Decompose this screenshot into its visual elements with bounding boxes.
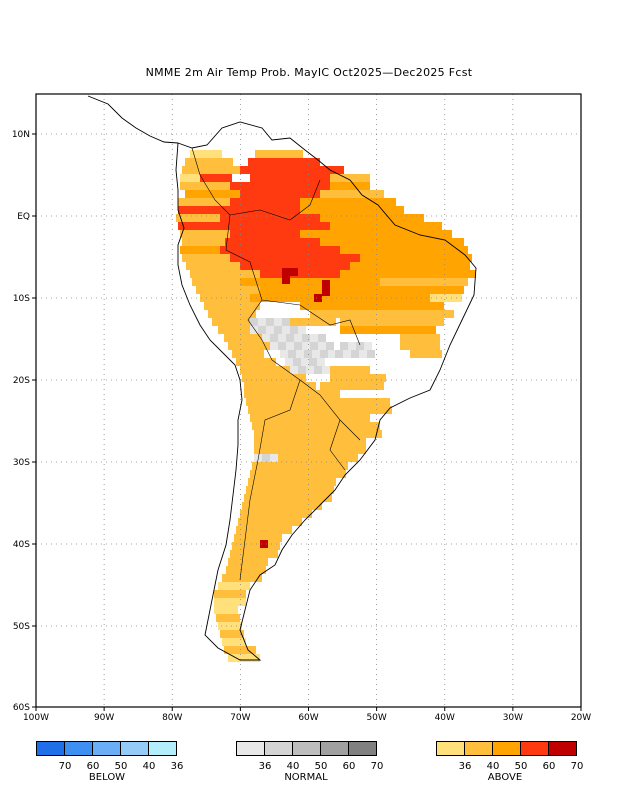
legend-value-below: 50	[114, 761, 128, 772]
legend-below	[36, 741, 177, 756]
lon-label: 60W	[298, 713, 318, 723]
legend-value-above: 70	[570, 761, 584, 772]
lon-label: 20W	[571, 713, 591, 723]
lat-label: 20S	[13, 376, 30, 386]
legend-value-below: 40	[142, 761, 156, 772]
lat-label: EQ	[17, 212, 30, 222]
map-title: NMME 2m Air Temp Prob. MayIC Oct2025—Dec…	[145, 66, 473, 79]
lat-label: 10N	[12, 130, 30, 140]
lat-label: 60S	[13, 703, 30, 713]
legend-below-label: BELOW	[88, 772, 126, 783]
legend-value-above: 60	[542, 761, 556, 772]
legend-value-above: 50	[514, 761, 528, 772]
south-america-outline	[175, 121, 477, 661]
lat-label: 40S	[13, 540, 30, 550]
lat-label: 10S	[13, 294, 30, 304]
lat-label: 30S	[13, 458, 30, 468]
lon-label: 30W	[503, 713, 523, 723]
legend-swatch-above	[492, 741, 521, 756]
legend-swatch-below	[120, 741, 149, 756]
legend-swatch-above	[464, 741, 493, 756]
legend-swatch-below	[148, 741, 177, 756]
legend-swatch-normal	[292, 741, 321, 756]
legend-value-below: 60	[86, 761, 100, 772]
legend-swatch-normal	[348, 741, 377, 756]
legend-swatch-below	[36, 741, 65, 756]
axis-labels: 100W 90W 80W 70W 60W 50W 40W 30W 20W 10N EQ 10S 20S 3…	[12, 130, 591, 723]
legend-value-normal: 36	[258, 761, 272, 772]
legend-value-normal: 60	[342, 761, 356, 772]
legend-value-below: 36	[170, 761, 184, 772]
legend-value-normal: 50	[314, 761, 328, 772]
coastlines	[87, 95, 477, 661]
graticule	[36, 94, 581, 707]
central-america-outline	[87, 95, 179, 144]
lat-label: 50S	[13, 622, 30, 632]
legend-swatch-above	[548, 741, 577, 756]
legend-value-below: 70	[58, 761, 72, 772]
legend-swatch-below	[64, 741, 93, 756]
lon-label: 100W	[23, 713, 49, 723]
legend-value-above: 40	[486, 761, 500, 772]
lon-label: 50W	[366, 713, 386, 723]
legend-swatch-normal	[236, 741, 265, 756]
legend-swatch-normal	[320, 741, 349, 756]
legend-value-normal: 40	[286, 761, 300, 772]
lon-label: 40W	[435, 713, 455, 723]
probability-cells	[176, 150, 476, 662]
legend-above	[436, 741, 577, 756]
legend-swatch-above	[520, 741, 549, 756]
lon-label: 70W	[230, 713, 250, 723]
legend-swatch-normal	[264, 741, 293, 756]
legend-swatch-below	[92, 741, 121, 756]
legend-value-normal: 70	[370, 761, 384, 772]
legend-normal-label: NORMAL	[284, 772, 328, 783]
border-lines	[191, 147, 361, 581]
legend-normal	[236, 741, 377, 756]
legend-above-label: ABOVE	[487, 772, 523, 783]
lon-label: 90W	[94, 713, 114, 723]
lon-label: 80W	[162, 713, 182, 723]
legend-value-above: 36	[458, 761, 472, 772]
legend-swatch-above	[436, 741, 465, 756]
